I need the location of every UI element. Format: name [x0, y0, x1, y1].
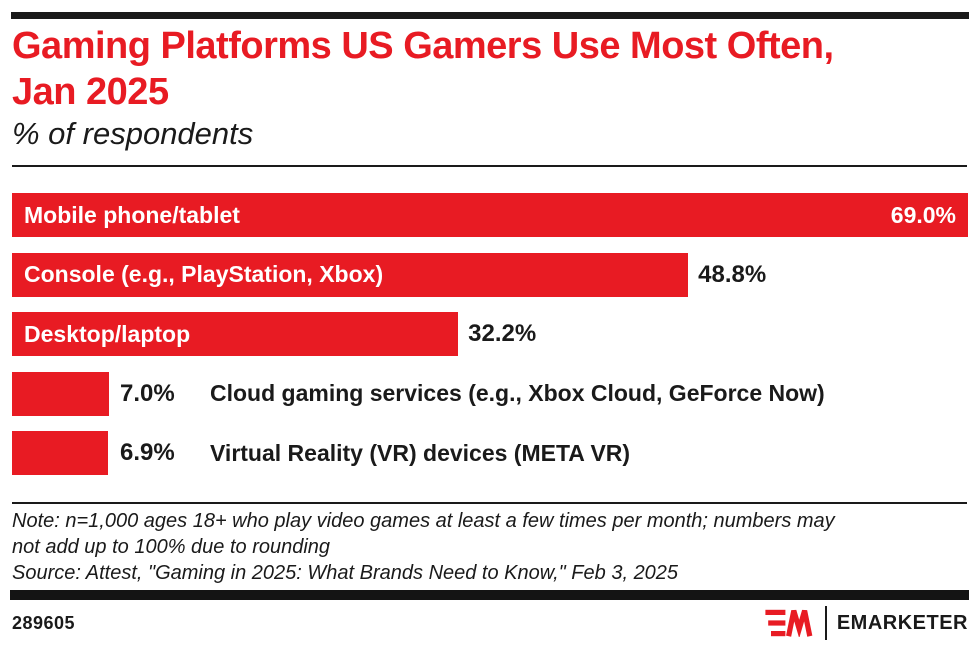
bar-value: 32.2% — [468, 320, 537, 347]
footer-bar — [10, 590, 969, 600]
bar-label: Cloud gaming services (e.g., Xbox Cloud,… — [210, 380, 825, 406]
bar-value: 69.0% — [890, 201, 956, 228]
bar-row: 7.0% Cloud gaming services (e.g., Xbox Cl… — [12, 371, 968, 416]
title-line-1: Gaming Platforms US Gamers Use Most Ofte… — [12, 25, 834, 67]
note-text-line-2: not add up to 100% due to rounding — [12, 536, 331, 558]
bar-row: Mobile phone/tablet 69.0% — [12, 193, 968, 237]
bar-label: Desktop/laptop — [24, 320, 191, 347]
header-divider — [12, 165, 967, 167]
bar — [12, 431, 108, 475]
bar-label: Mobile phone/tablet — [24, 201, 240, 228]
bar-value: 7.0% — [120, 379, 175, 407]
chart-subtitle: % of respondents — [12, 116, 254, 151]
footnote-divider — [12, 502, 967, 504]
logo-divider — [824, 606, 827, 640]
bar-row: Desktop/laptop 32.2% — [12, 312, 968, 356]
page-title: Gaming Platforms US Gamers Use Most Ofte… — [12, 23, 834, 115]
chart-id: 289605 — [12, 612, 76, 633]
bar — [12, 371, 109, 416]
bar-row: Console (e.g., PlayStation, Xbox) 48.8% — [12, 252, 968, 297]
bar-value: 6.9% — [120, 439, 175, 466]
footnote-block: Note: n=1,000 ages 18+ who play video ga… — [12, 508, 952, 586]
bar-row: 6.9% Virtual Reality (VR) devices (META V… — [12, 431, 968, 475]
bar-chart: Mobile phone/tablet 69.0% Console (e.g., P… — [12, 193, 968, 475]
bar-label: Virtual Reality (VR) devices (META VR) — [210, 439, 631, 466]
emarketer-logo: EMARKETER — [764, 606, 968, 640]
em-logo-icon — [764, 609, 814, 637]
logo-wordmark: EMARKETER — [836, 611, 968, 634]
bar-label: Console (e.g., PlayStation, Xbox) — [24, 261, 384, 287]
title-line-2: Jan 2025 — [12, 71, 169, 113]
top-rule — [11, 12, 969, 19]
footer: 289605 EMARKETER — [12, 602, 968, 644]
bar: Desktop/laptop — [12, 312, 459, 356]
bar-value: 48.8% — [698, 260, 767, 288]
note-text-line-1: Note: n=1,000 ages 18+ who play video ga… — [12, 510, 835, 532]
bar: Mobile phone/tablet 69.0% — [12, 193, 968, 237]
source-text: Source: Attest, "Gaming in 2025: What Br… — [12, 562, 679, 584]
bar: Console (e.g., PlayStation, Xbox) — [12, 252, 689, 297]
